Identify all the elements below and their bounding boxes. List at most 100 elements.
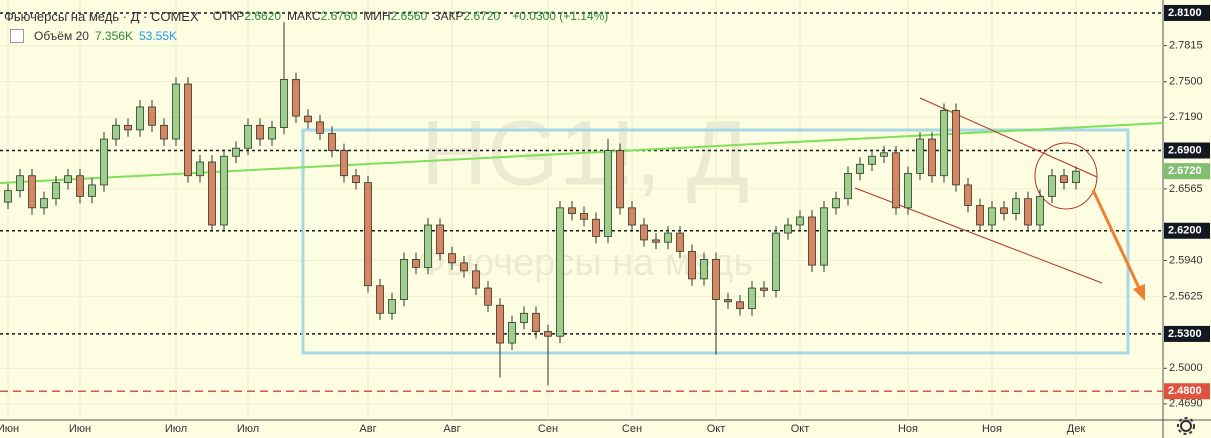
y-tick-label: 2.6565	[1169, 183, 1203, 195]
candle-body	[592, 218, 600, 237]
candle-body	[616, 150, 624, 209]
level-label-box	[1164, 222, 1210, 239]
candle-body	[412, 259, 420, 268]
candle-body	[784, 224, 792, 234]
candle-body	[1072, 170, 1080, 184]
collapse-box[interactable]	[10, 29, 24, 43]
candle-body	[988, 207, 996, 226]
volume-average: 53.55K	[138, 29, 178, 43]
candle-body	[76, 175, 84, 197]
x-tick-label: Дек	[1067, 423, 1086, 435]
candle-body	[328, 132, 336, 151]
candle-body	[472, 270, 480, 289]
y-tick-label: 2.5625	[1169, 291, 1203, 303]
x-tick-label: Июл	[237, 423, 259, 435]
candle-body	[676, 232, 684, 252]
candle-body	[724, 299, 732, 303]
candle-body	[196, 161, 204, 177]
candle-body	[736, 301, 744, 310]
legend-title-row: Фьючерсы на медь · Д · COMEX ОТКР2.6620 М…	[4, 6, 608, 26]
x-tick-label: Сен	[622, 423, 642, 435]
candle-body	[1000, 207, 1008, 214]
candle-body	[460, 262, 468, 272]
candle-body	[1036, 195, 1044, 226]
x-tick-label: Июн	[69, 423, 91, 435]
level-label: 2.4800	[1168, 385, 1202, 397]
candle-body	[160, 124, 168, 140]
candle-body	[316, 121, 324, 134]
level-label: 2.5300	[1168, 328, 1202, 340]
candle-body	[952, 109, 960, 186]
candle-body	[88, 184, 96, 197]
gear[interactable]	[1180, 420, 1192, 432]
candle-body	[148, 106, 156, 126]
last-price-box	[1164, 163, 1210, 180]
candle-body	[340, 150, 348, 177]
level-label: 2.8100	[1168, 7, 1202, 19]
x-tick-label: Авг	[359, 423, 376, 435]
arrow-head	[1133, 284, 1145, 301]
candle-body	[628, 207, 636, 226]
candle-body	[448, 253, 456, 264]
ohlc-label: ОТКР	[212, 9, 245, 23]
level-label-box	[1164, 142, 1210, 159]
candle-body	[892, 152, 900, 209]
price-axis-bg	[1163, 0, 1211, 438]
candle-body	[964, 184, 972, 206]
candle-body	[580, 213, 588, 220]
candle-body	[772, 232, 780, 291]
candle-body	[220, 155, 228, 226]
x-tick-label: Ноя	[898, 423, 918, 435]
ohlc: ОТКР2.6620 МАКС2.6760 МИН2.6560 ЗАКР2.6720	[213, 9, 507, 23]
volume-name: Объём 20	[34, 29, 89, 43]
candle-body	[904, 173, 912, 209]
trend-line	[0, 122, 1164, 184]
volume-row: Объём 20 7.356K 53.55K	[4, 26, 608, 46]
candle-body	[496, 304, 504, 344]
candle-body	[1048, 175, 1056, 197]
candle-body	[796, 216, 804, 226]
candle-body	[124, 124, 132, 131]
candle-body	[664, 232, 672, 243]
level-label-box	[1164, 4, 1210, 21]
level-label: 2.6200	[1168, 225, 1202, 237]
candle-body	[388, 299, 396, 314]
candle-body	[136, 106, 144, 131]
y-tick-label: 2.5000	[1169, 362, 1203, 374]
candle-body	[916, 138, 924, 174]
candle-body	[820, 207, 828, 266]
candle-body	[112, 124, 120, 140]
settings-icon[interactable]	[1177, 417, 1195, 435]
ohlc-value: 2.6760	[320, 9, 358, 23]
candle-body	[1012, 198, 1020, 214]
legend: Фьючерсы на медь · Д · COMEX ОТКР2.6620 М…	[4, 6, 608, 46]
candle-body	[40, 198, 48, 209]
candle-body	[28, 175, 36, 209]
candle-body	[256, 124, 264, 140]
candle-body	[184, 83, 192, 177]
candle-body	[364, 182, 372, 287]
ohlc-value: 2.6620	[244, 9, 282, 23]
candle-body	[100, 138, 108, 186]
candle-body	[172, 83, 180, 140]
y-tick-label: 2.7190	[1169, 111, 1203, 123]
candle-body	[280, 79, 288, 128]
ohlc-value: 2.6560	[390, 9, 428, 23]
candle-body	[928, 138, 936, 177]
candle-body	[508, 322, 516, 344]
candle-body	[568, 207, 576, 214]
candle-body	[748, 287, 756, 310]
candle-body	[688, 250, 696, 280]
candle-body	[484, 287, 492, 306]
channel-line	[854, 187, 1103, 284]
candle-body	[556, 207, 564, 337]
gear-teeth[interactable]	[1177, 417, 1195, 435]
circle-drawing	[1034, 142, 1098, 210]
candle-body	[712, 259, 720, 300]
x-tick-label: Сен	[538, 423, 558, 435]
candle-body	[1060, 175, 1068, 184]
candle-body	[64, 175, 72, 184]
ohlc-label: МАКС	[287, 9, 321, 23]
